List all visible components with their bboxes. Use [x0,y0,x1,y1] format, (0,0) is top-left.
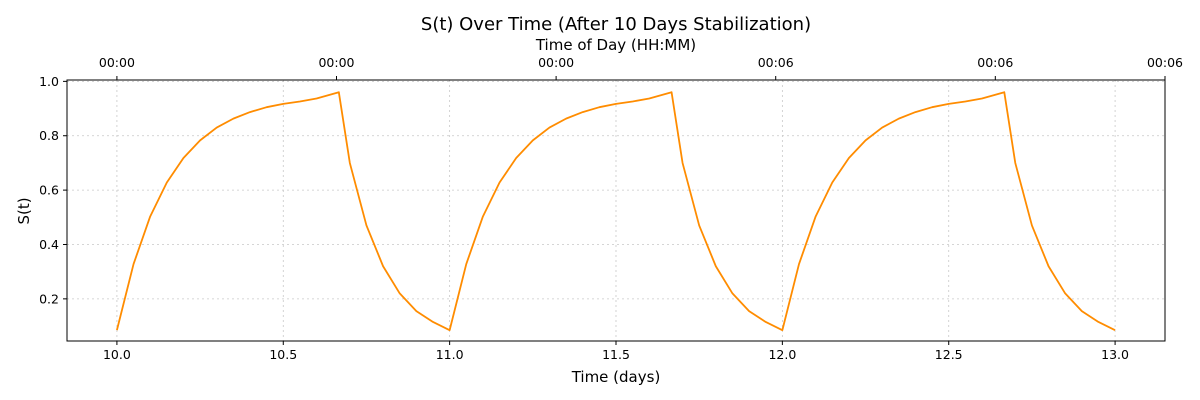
top-x-tick-label: 00:00 [538,55,574,70]
grid-lines [67,80,1165,341]
top-x-tick-label: 00:06 [758,55,794,70]
series-layer [116,91,1116,332]
series-line [116,91,1116,332]
x-axis-label: Time (days) [571,368,661,386]
x-tick-label: 11.5 [602,347,630,362]
top-x-tick-label: 00:00 [318,55,354,70]
plot-frame [66,79,1166,342]
top-x-axis-label: Time of Day (HH:MM) [535,36,696,54]
x-tick-label: 10.0 [103,347,131,362]
chart-title: S(t) Over Time (After 10 Days Stabilizat… [421,14,811,35]
top-x-tick-label: 00:06 [977,55,1013,70]
x-tick-label: 11.0 [436,347,464,362]
x-tick-label: 12.0 [768,347,796,362]
y-tick-label: 0.8 [39,128,59,143]
top-x-tick-label: 00:00 [99,55,135,70]
x-tick-label: 10.5 [269,347,297,362]
axis-ticks: 10.0 10.5 11.0 11.5 12.0 12.5 13.0 0.2 0.4 0.6 0.8… [39,55,1183,362]
x-tick-label: 12.5 [935,347,963,362]
y-tick-label: 0.2 [39,291,59,306]
y-tick-label: 0.6 [39,183,59,198]
y-tick-label: 1.0 [39,74,59,89]
y-tick-label: 0.4 [39,237,59,252]
x-tick-label: 13.0 [1101,347,1129,362]
y-axis-label: S(t) [15,197,33,224]
top-x-tick-label: 00:06 [1147,55,1183,70]
